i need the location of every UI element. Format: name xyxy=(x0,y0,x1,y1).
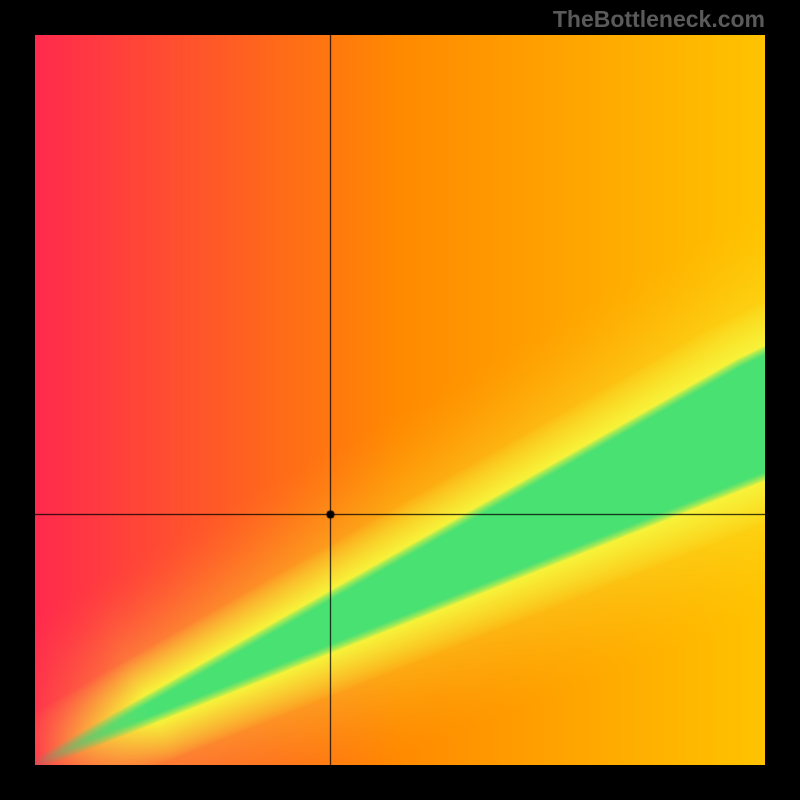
bottleneck-heatmap xyxy=(35,35,765,765)
attribution-label: TheBottleneck.com xyxy=(553,6,765,33)
chart-container: TheBottleneck.com xyxy=(0,0,800,800)
